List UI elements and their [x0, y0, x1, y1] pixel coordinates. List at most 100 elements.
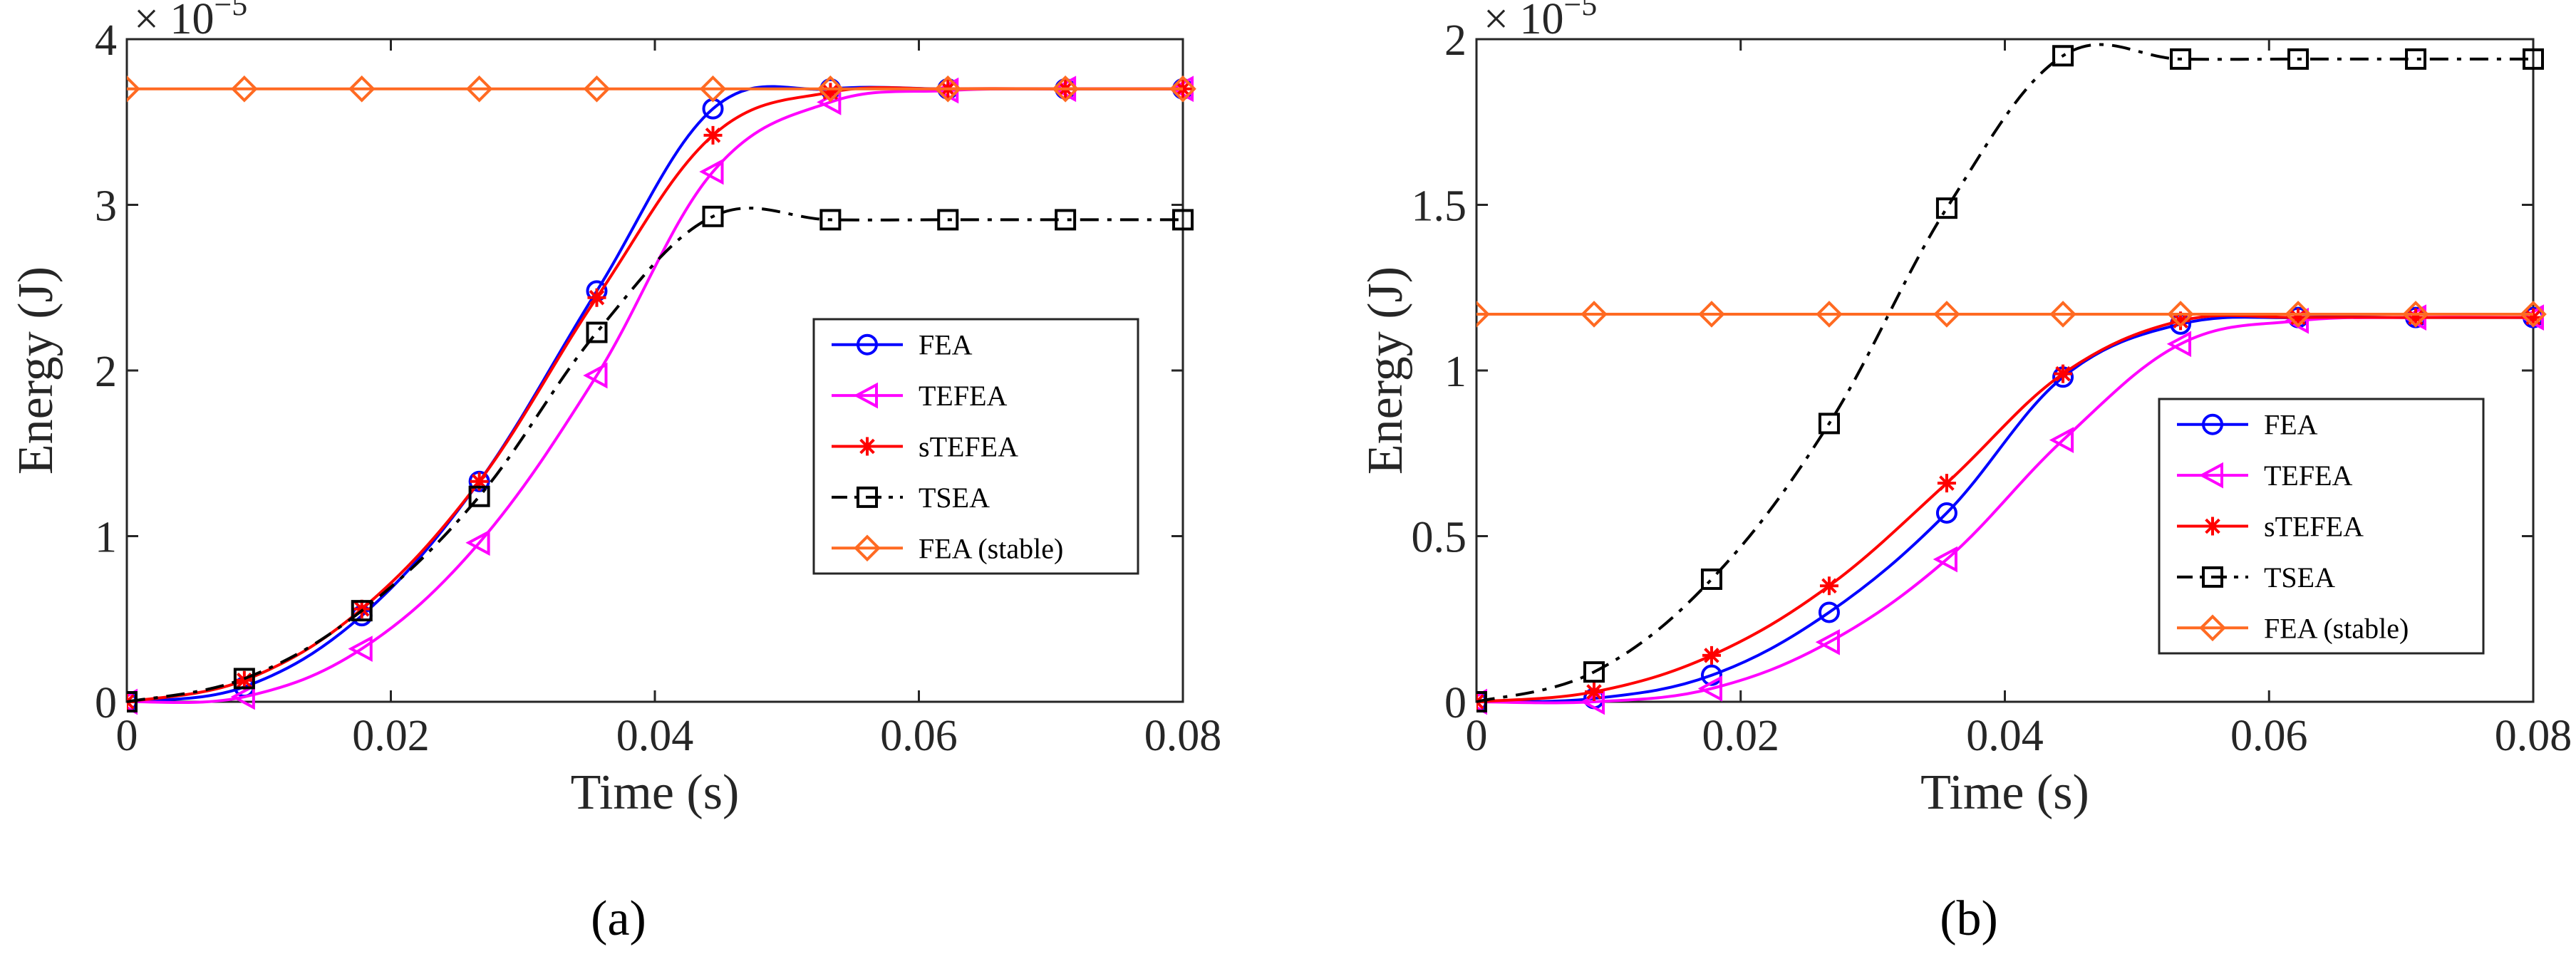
- data-point-marker: [2524, 308, 2543, 327]
- x-axis-title: Time (s): [571, 765, 740, 820]
- data-point-marker: [703, 125, 723, 145]
- data-point-marker: [2171, 311, 2190, 331]
- y-tick-label: 2: [95, 348, 117, 396]
- legend-entry-label: TEFEA: [919, 380, 1008, 412]
- data-point-marker: [1819, 576, 1838, 596]
- panel-label-a: (a): [591, 891, 646, 946]
- y-tick-label: 1.5: [1412, 182, 1467, 231]
- data-point-marker: [699, 75, 727, 103]
- data-point-marker: [2052, 45, 2074, 67]
- data-point-marker: [465, 75, 493, 103]
- y-tick-label: 1: [1444, 348, 1467, 396]
- data-point-marker: [1584, 683, 1603, 702]
- data-point-marker: [1816, 301, 1843, 328]
- legend-entry-label: FEA: [919, 329, 973, 361]
- data-point-marker: [2520, 301, 2547, 328]
- data-point-marker: [127, 75, 140, 103]
- series-fea-stable-: [127, 75, 1196, 103]
- series-tsea: [1476, 43, 2544, 712]
- data-point-marker: [2054, 364, 2073, 383]
- x-tick-label: 0.06: [880, 712, 958, 760]
- data-point-marker: [1935, 197, 1957, 219]
- data-point-marker: [1818, 601, 1840, 623]
- legend-marker: [857, 333, 878, 356]
- legend-marker: [853, 382, 878, 409]
- data-point-marker: [821, 83, 840, 102]
- data-point-marker: [586, 321, 608, 343]
- panel-label-b: (b): [1940, 891, 1998, 946]
- y-tick-label: 3: [95, 182, 117, 231]
- legend-marker: [2202, 566, 2223, 588]
- y-exponent-power: −5: [1563, 0, 1597, 22]
- x-tick-label: 0.04: [616, 712, 694, 760]
- legend-marker: [2199, 614, 2226, 642]
- y-tick-label: 0: [95, 679, 117, 727]
- data-point-marker: [1700, 568, 1722, 590]
- series-tsea: [127, 205, 1194, 712]
- x-axis-title: Time (s): [1920, 765, 2089, 820]
- x-tick-label: 0: [1466, 712, 1488, 760]
- y-exponent-base: × 10: [1484, 0, 1563, 43]
- legend-marker: [857, 486, 878, 508]
- data-point-marker: [819, 209, 842, 231]
- series-stefea: [1476, 308, 2543, 711]
- y-tick-label: 4: [95, 16, 117, 65]
- series-line: [127, 207, 1183, 703]
- legend: FEA TEFEA sTEFEA TSEA FEA (stable): [812, 318, 1139, 575]
- data-point-marker: [127, 691, 138, 712]
- data-point-marker: [2523, 48, 2544, 70]
- data-point-marker: [2167, 301, 2194, 328]
- y-exponent-label: × 10−5: [134, 0, 247, 43]
- data-point-marker: [348, 75, 376, 103]
- data-point-marker: [465, 529, 490, 556]
- y-exponent-base: × 10: [134, 0, 214, 43]
- data-point-marker: [1937, 474, 1956, 493]
- data-point-marker: [817, 75, 844, 103]
- legend-marker: [854, 534, 881, 562]
- y-exponent-label: × 10−5: [1484, 0, 1597, 43]
- x-tick-label: 0.08: [1144, 712, 1222, 760]
- x-tick-label: 0.02: [352, 712, 430, 760]
- data-point-marker: [2406, 308, 2426, 327]
- data-point-marker: [2289, 308, 2308, 327]
- legend-entry-label: FEA (stable): [919, 532, 1063, 564]
- data-point-marker: [587, 288, 606, 307]
- data-point-marker: [702, 205, 724, 227]
- data-point-marker: [1935, 502, 1957, 524]
- legend-entry-label: sTEFEA: [919, 431, 1018, 463]
- legend-entry-label: sTEFEA: [2264, 511, 2364, 543]
- legend-entry-label: TSEA: [919, 482, 990, 514]
- legend-entry-label: FEA (stable): [2264, 612, 2409, 644]
- data-point-marker: [1700, 664, 1722, 686]
- x-tick-label: 0: [116, 712, 138, 760]
- data-point-marker: [2049, 301, 2076, 328]
- data-point-marker: [1052, 75, 1079, 103]
- data-point-marker: [234, 670, 254, 690]
- x-tick-label: 0.04: [1966, 712, 2044, 760]
- y-axis-title: Energy (J): [1358, 266, 1413, 475]
- y-tick-label: 1: [95, 514, 117, 562]
- data-point-marker: [348, 636, 373, 662]
- y-exponent-power: −5: [214, 0, 247, 22]
- series-line: [1476, 313, 2533, 703]
- data-point-marker: [2166, 331, 2192, 358]
- x-tick-label: 0.02: [1702, 712, 1780, 760]
- series-fea-stable-: [1476, 301, 2547, 328]
- data-point-marker: [1055, 209, 1077, 231]
- chart-panel-b: 0 0.02 0.04 0.06 0.08 0 0.5 1 1.5 2 × 10−5 Time (s)…: [1358, 0, 2572, 820]
- data-point-marker: [1702, 645, 1721, 665]
- chart-panel-a: 0 0.02 0.04 0.06 0.08 0 1 2 3 4 × 10−5 Time (s) Ener…: [9, 0, 1221, 820]
- y-axis-title: Energy (J): [9, 266, 63, 475]
- y-tick-label: 2: [1444, 16, 1467, 65]
- data-point-marker: [2402, 301, 2429, 328]
- data-point-marker: [233, 668, 255, 690]
- legend-entry-label: TSEA: [2264, 561, 2335, 593]
- legend-marker: [2203, 517, 2222, 536]
- data-point-marker: [1476, 301, 1490, 328]
- y-tick-label: 0: [1444, 679, 1467, 727]
- legend-marker: [858, 437, 876, 456]
- data-point-marker: [699, 158, 724, 185]
- data-point-marker: [230, 683, 255, 710]
- data-point-marker: [351, 600, 373, 622]
